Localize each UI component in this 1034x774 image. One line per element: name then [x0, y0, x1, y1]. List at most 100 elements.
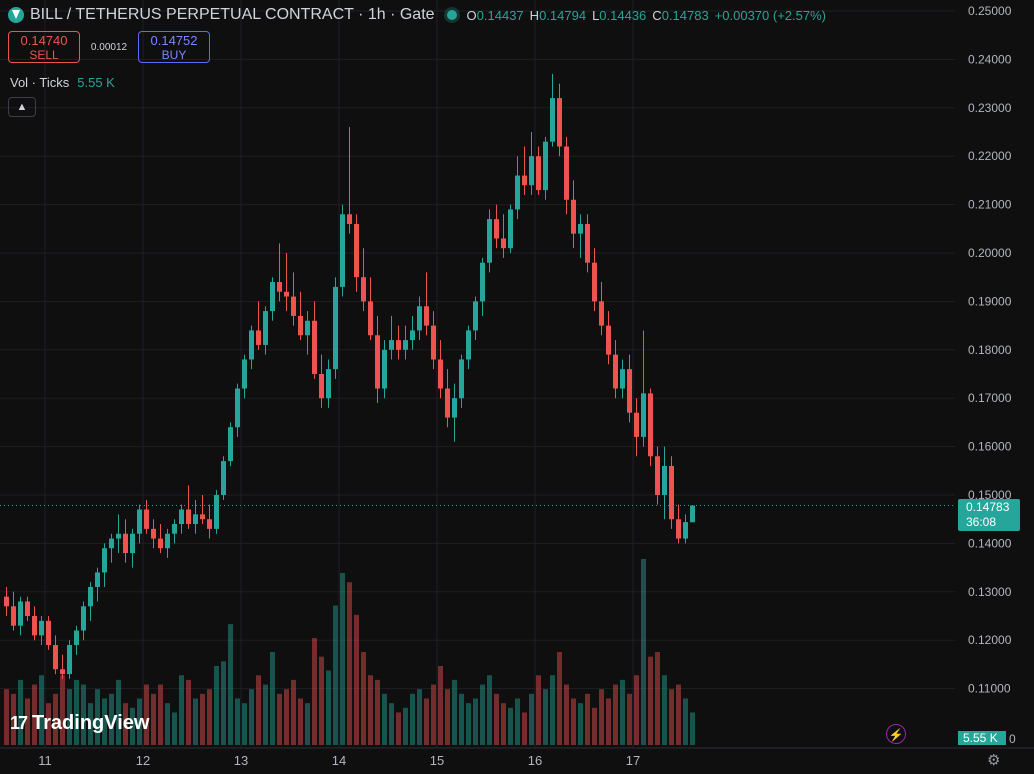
- volume-bar: [501, 703, 506, 745]
- price-tick-label: 0.12000: [968, 633, 1012, 647]
- candle-body: [137, 509, 142, 534]
- volume-bar: [515, 698, 520, 745]
- volume-bar: [270, 652, 275, 745]
- candle-body: [571, 199, 576, 234]
- volume-bar: [32, 684, 37, 745]
- volume-bar: [599, 689, 604, 745]
- lightning-icon[interactable]: ⚡: [886, 724, 906, 744]
- price-tick-label: 0.13000: [968, 585, 1012, 599]
- volume-bar: [571, 698, 576, 745]
- candle-body: [88, 586, 93, 607]
- volume-bar: [494, 693, 499, 745]
- volume-bar: [578, 703, 583, 745]
- candle-body: [494, 219, 499, 239]
- candle-body: [235, 388, 240, 428]
- last-price-label: 0.14783 36:08: [958, 499, 1020, 531]
- candle-body: [221, 461, 226, 495]
- volume-legend[interactable]: Vol · Ticks 5.55 K: [10, 75, 115, 90]
- price-axis[interactable]: 0.25000 0.24000 0.23000 0.22000 0.21000 0.200…: [968, 4, 1016, 746]
- volume-bar: [550, 675, 555, 745]
- candle-body: [123, 533, 128, 554]
- candle-body: [683, 522, 688, 539]
- volume-bar: [424, 698, 429, 745]
- candle-body: [284, 291, 289, 297]
- volume-bar: [480, 684, 485, 745]
- volume-bar: [662, 675, 667, 745]
- collapse-button[interactable]: ▲: [8, 97, 36, 117]
- candle-body: [396, 340, 401, 350]
- symbol-logo-icon: [8, 7, 24, 23]
- last-price-value: 0.14783: [966, 500, 1010, 514]
- volume-bar: [172, 712, 177, 745]
- volume-bar: [109, 693, 114, 745]
- volume-bar: [207, 689, 212, 745]
- volume-bar: [291, 679, 296, 745]
- volume-bar: [361, 652, 366, 745]
- candle-body: [32, 616, 37, 636]
- volume-bar: [585, 693, 590, 745]
- volume-bar: [627, 693, 632, 745]
- candle-body: [270, 282, 275, 312]
- candle-body: [676, 519, 681, 539]
- volume-bar: [284, 689, 289, 745]
- candle-body: [39, 620, 44, 636]
- sell-label: SELL: [29, 48, 59, 62]
- price-tick-label: 0.11000: [968, 682, 1011, 696]
- volume-bar: [214, 665, 219, 745]
- tradingview-logo[interactable]: 17 TradingView: [10, 712, 149, 735]
- candle-body: [417, 306, 422, 331]
- candle-body: [46, 620, 51, 646]
- sell-price: 0.14740: [20, 33, 68, 48]
- volume-bar: [669, 689, 674, 745]
- volume-bar: [676, 684, 681, 745]
- volume-bar: [536, 675, 541, 745]
- candle-body: [116, 533, 121, 539]
- candle-body: [11, 606, 16, 626]
- volume-bar: [487, 675, 492, 745]
- volume-bar: [11, 693, 16, 745]
- candle-body: [207, 519, 212, 529]
- candle-body: [67, 645, 72, 675]
- candle-body: [347, 214, 352, 224]
- volume-bar: [606, 698, 611, 745]
- candle-body: [452, 398, 457, 418]
- candle-body: [25, 601, 30, 616]
- volume-bar: [613, 684, 618, 745]
- candle-body: [214, 495, 219, 529]
- volume-bar: [403, 707, 408, 745]
- buy-button[interactable]: 0.14752 BUY: [138, 31, 210, 63]
- candle-body: [403, 340, 408, 350]
- candle-body: [585, 223, 590, 263]
- time-tick-label: 11: [38, 753, 52, 768]
- symbol-title[interactable]: BILL / TETHERUS PERPETUAL CONTRACT · 1h …: [30, 6, 435, 23]
- volume-bar: [410, 693, 415, 745]
- volume-bar: [116, 679, 121, 745]
- candle-body: [662, 465, 667, 495]
- price-tick-label: 0.15000: [968, 488, 1012, 502]
- volume-bar: [256, 675, 261, 745]
- candle-body: [81, 606, 86, 631]
- candle-body: [256, 330, 261, 345]
- candle-body: [522, 175, 527, 186]
- candle-body: [690, 505, 695, 523]
- candle-body: [634, 412, 639, 437]
- time-axis[interactable]: 11 12 13 14 15 16 17: [38, 753, 640, 768]
- candle-body: [354, 223, 359, 278]
- sell-button[interactable]: 0.14740 SELL: [8, 31, 80, 63]
- buy-price: 0.14752: [150, 33, 198, 48]
- candle-body: [508, 209, 513, 249]
- volume-bar: [375, 679, 380, 745]
- candle-body: [592, 262, 597, 302]
- volume-bar: [445, 689, 450, 745]
- gear-icon[interactable]: ⚙: [987, 752, 1001, 769]
- volume-bar: [620, 679, 625, 745]
- volume-bar: [67, 689, 72, 745]
- candle-body: [228, 427, 233, 462]
- price-tick-label: 0.25000: [968, 4, 1012, 18]
- candle-body: [74, 630, 79, 646]
- volume-bar: [25, 698, 30, 745]
- candle-body: [480, 262, 485, 302]
- candle-body: [291, 296, 296, 316]
- candle-body: [326, 369, 331, 399]
